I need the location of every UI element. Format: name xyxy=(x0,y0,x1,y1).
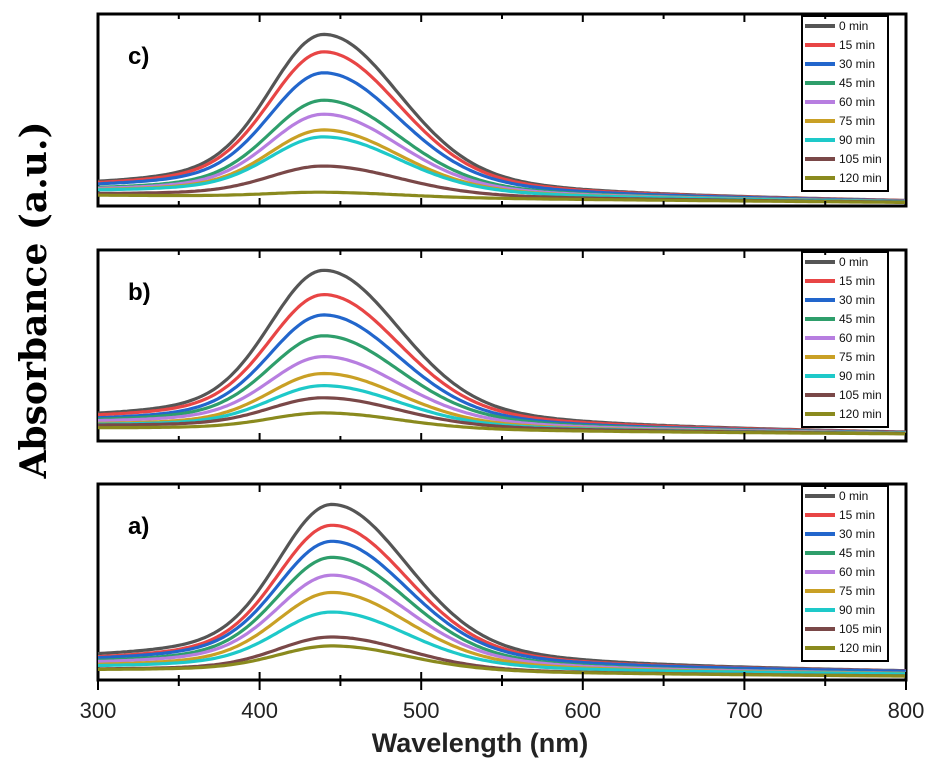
panel-b-legend-entry: 15 min xyxy=(839,274,875,288)
panel-c-legend-entry: 60 min xyxy=(839,95,875,109)
panel-b-legend-entry: 105 min xyxy=(839,388,882,402)
panel-c-legend-entry: 30 min xyxy=(839,57,875,71)
x-tick-label: 800 xyxy=(888,698,925,723)
panel-b-legend-entry: 30 min xyxy=(839,293,875,307)
panel-c-legend-entry: 120 min xyxy=(839,171,882,185)
y-axis-label: Absorbance (a.u.) xyxy=(13,121,55,479)
panel-a-legend-entry: 90 min xyxy=(839,603,875,617)
panel-a-legend: 0 min 15 min 30 min 45 min 60 min 75 min 90 mi… xyxy=(801,485,889,662)
panel-c: c) 0 min 15 min 30 min 45 min 60 min 75 min 90 … xyxy=(96,12,908,208)
panel-a-series-120-min xyxy=(98,644,907,678)
panel-a-legend-entry: 0 min xyxy=(839,489,868,503)
panel-a-legend-entry: 75 min xyxy=(839,584,875,598)
panel-c-label: c) xyxy=(128,43,149,70)
panel-c-legend-entry: 45 min xyxy=(839,76,875,90)
panel-c-series-120-min xyxy=(98,190,906,204)
panel-a-series-90-min xyxy=(98,610,907,676)
x-tick-label: 300 xyxy=(80,698,117,723)
panel-c-legend-box xyxy=(801,15,889,192)
x-axis: 300 400 500 600 700 800 xyxy=(80,680,925,723)
panel-c-legend-entry: 90 min xyxy=(839,133,875,147)
x-tick-label: 600 xyxy=(564,698,601,723)
panel-a-legend-entry: 15 min xyxy=(839,508,875,522)
panels: c) 0 min 15 min 30 min 45 min 60 min 75 min 90 … xyxy=(96,12,908,682)
panel-c-legend-entry: 105 min xyxy=(839,152,882,166)
panel-a-legend-entry: 105 min xyxy=(839,622,882,636)
panel-c-legend-entry: 15 min xyxy=(839,38,875,52)
panel-c-legend-entry: 0 min xyxy=(839,19,868,33)
panel-b-label: b) xyxy=(128,279,151,306)
x-tick-label: 400 xyxy=(241,698,278,723)
panel-b: b) 0 min 15 min 30 min 45 min 60 min 75 min 90 … xyxy=(96,248,908,443)
panel-b-legend-entry: 45 min xyxy=(839,312,875,326)
panel-b-legend-entry: 90 min xyxy=(839,369,875,383)
x-tick-label: 700 xyxy=(726,698,763,723)
panel-b-legend: 0 min 15 min 30 min 45 min 60 min 75 min 90 mi… xyxy=(801,251,889,428)
panel-a-series-30-min xyxy=(97,539,907,673)
panel-a-series-75-min xyxy=(97,590,906,676)
panel-a-legend-entry: 120 min xyxy=(839,641,882,655)
panel-b-series-120-min xyxy=(98,411,906,436)
x-tick-label: 500 xyxy=(403,698,440,723)
panel-a-legend-entry: 60 min xyxy=(839,565,875,579)
panel-a-legend-entry: 45 min xyxy=(839,546,875,560)
x-axis-label: Wavelength (nm) xyxy=(372,728,589,758)
panel-a: a) 0 min 15 min 30 min 45 min 60 min 75 min 90 … xyxy=(96,482,908,682)
panel-c-legend-entry: 75 min xyxy=(839,114,875,128)
panel-b-legend-entry: 120 min xyxy=(839,407,882,421)
panel-b-legend-entry: 0 min xyxy=(839,255,868,269)
panel-b-series-15-min xyxy=(97,293,906,434)
panel-b-legend-entry: 75 min xyxy=(839,350,875,364)
panel-a-legend-entry: 30 min xyxy=(839,527,875,541)
panel-a-label: a) xyxy=(128,513,149,540)
panel-b-legend-entry: 60 min xyxy=(839,331,875,345)
panel-c-legend: 0 min 15 min 30 min 45 min 60 min 75 min 90 mi… xyxy=(801,15,889,192)
